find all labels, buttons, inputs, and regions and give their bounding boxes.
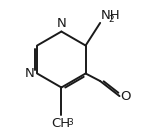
Text: N: N bbox=[57, 17, 66, 30]
Text: CH: CH bbox=[51, 117, 70, 129]
Text: N: N bbox=[25, 67, 34, 80]
Text: 2: 2 bbox=[108, 15, 114, 24]
Text: 3: 3 bbox=[67, 118, 73, 127]
Text: O: O bbox=[121, 90, 131, 103]
Text: NH: NH bbox=[101, 9, 120, 22]
